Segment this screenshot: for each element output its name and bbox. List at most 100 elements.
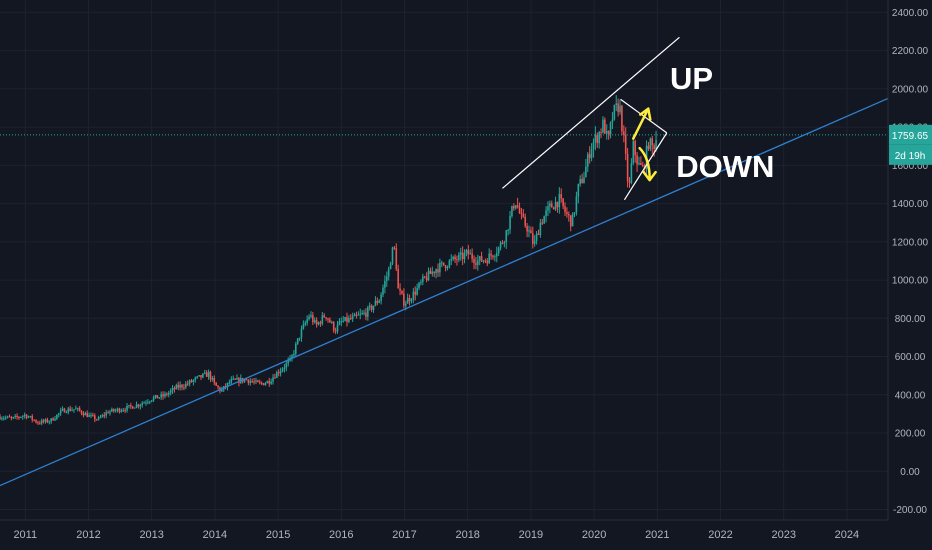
candle-body (514, 205, 517, 209)
candle-body (403, 293, 405, 306)
candle-body (503, 242, 506, 244)
candle-body (363, 312, 365, 314)
candle-body (537, 233, 540, 236)
candle-body (334, 330, 337, 332)
candle-body (76, 408, 79, 410)
candle-body (215, 382, 217, 386)
candle-body (649, 138, 652, 150)
y-tick-label: 1400.00 (892, 199, 929, 210)
candle-body (592, 142, 595, 149)
time-axis-panel[interactable] (0, 520, 932, 550)
candle-body (50, 418, 52, 422)
candle-body (213, 377, 216, 383)
candle-body (105, 412, 107, 416)
candle-body (10, 417, 13, 419)
candle-body (122, 410, 125, 412)
candle-body (95, 419, 98, 421)
candle-body (230, 379, 233, 383)
candle-body (575, 196, 578, 213)
candle-body (200, 375, 202, 378)
x-tick-label: 2024 (835, 529, 859, 541)
candle-body (477, 260, 479, 265)
candle-body (425, 277, 428, 281)
candle-body (509, 216, 511, 230)
candle-body (188, 380, 191, 384)
candle-body (111, 408, 113, 412)
candle-body (101, 415, 104, 418)
candle-body (27, 416, 30, 418)
x-tick-label: 2021 (645, 529, 669, 541)
candle-body (653, 145, 655, 150)
candle-body (579, 178, 582, 184)
candle-body (52, 418, 54, 421)
candle-body (448, 260, 451, 267)
candle-body (310, 315, 312, 317)
candle-body (133, 407, 136, 409)
candle-body (463, 253, 466, 260)
candle-body (232, 378, 235, 380)
candle-body (418, 282, 420, 288)
candle-body (609, 122, 612, 135)
candle-body (583, 177, 585, 183)
candle-body (59, 410, 62, 414)
candle-body (636, 155, 638, 165)
candle-body (145, 402, 147, 404)
candle-body (152, 397, 155, 401)
y-tick-label: 600.00 (895, 352, 926, 363)
y-tick-label: -200.00 (893, 505, 927, 516)
candle-body (651, 138, 654, 146)
y-tick-label: 2400.00 (892, 8, 929, 19)
candle-body (166, 393, 168, 395)
candle-body (628, 181, 631, 183)
candle-body (156, 395, 159, 399)
candle-body (80, 410, 83, 414)
candle-body (564, 206, 566, 213)
candle-body (588, 154, 591, 159)
candle-body (304, 322, 307, 325)
candle-body (488, 253, 490, 264)
candle-body (1, 418, 3, 420)
candle-body (399, 288, 401, 291)
up-arrowhead-icon (639, 107, 652, 121)
wedge-bottom-line (623, 132, 668, 201)
candle-body (640, 163, 642, 165)
candle-body (372, 305, 375, 310)
candle-body (600, 132, 602, 134)
candle-body (209, 371, 212, 380)
candle-body (524, 216, 527, 226)
candle-body (626, 153, 629, 182)
candle-body (112, 408, 115, 411)
candle-body (611, 119, 614, 123)
candle-body (404, 303, 407, 306)
candle-body (276, 372, 278, 378)
x-tick-label: 2014 (203, 529, 227, 541)
candle-body (401, 290, 403, 294)
candle-body (613, 104, 616, 120)
candle-body (594, 134, 597, 143)
candle-body (147, 402, 149, 404)
up-annotation: UP (670, 61, 713, 96)
candle-body (452, 256, 454, 260)
candle-body (48, 421, 51, 423)
candle-body (624, 134, 627, 154)
candle-body (67, 408, 70, 413)
candle-body (65, 412, 68, 414)
candle-body (590, 148, 593, 159)
candle-body (484, 260, 487, 262)
candle-body (478, 256, 481, 261)
last-price-badge (889, 124, 932, 145)
price-axis-panel[interactable] (888, 0, 932, 520)
candle-body (357, 314, 360, 316)
candle-body (586, 154, 589, 167)
time-axis-labels: 2011 2012 2013 2014 2015 2016 2017 2018 2019 2020… (13, 529, 859, 541)
candle-body (410, 299, 413, 302)
y-tick-label: 400.00 (895, 390, 926, 401)
candle-body (429, 270, 432, 274)
candle-body (268, 380, 271, 384)
candle-body (287, 360, 290, 364)
candle-body (274, 377, 276, 379)
candle-body (382, 287, 384, 295)
candle-body (124, 410, 126, 412)
candle-body (623, 131, 625, 135)
candle-body (23, 414, 26, 416)
